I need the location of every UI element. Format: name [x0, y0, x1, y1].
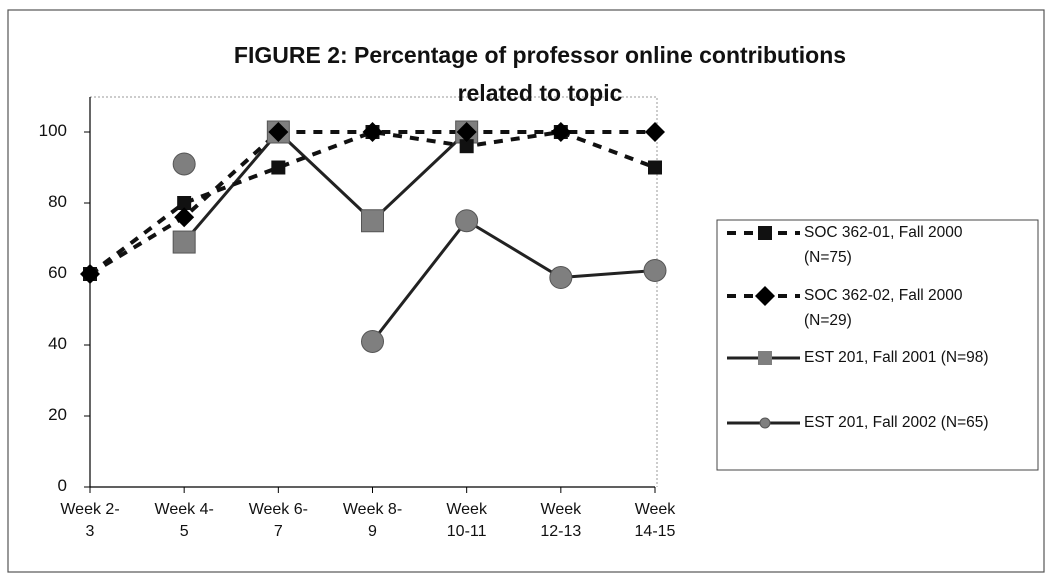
legend-marker: [755, 286, 775, 306]
legend-label: EST 201, Fall 2001 (N=98): [804, 349, 989, 366]
marker: [172, 230, 196, 254]
marker: [648, 160, 662, 175]
marker: [456, 122, 477, 142]
x-tick-label: Week 2- 3: [60, 501, 120, 540]
y-tick-label: 0: [57, 476, 67, 495]
legend-box: [716, 219, 1039, 471]
marker: [172, 152, 196, 176]
marker: [550, 122, 571, 142]
legend-marker: [758, 226, 772, 240]
marker: [459, 139, 474, 154]
marker: [177, 196, 192, 210]
marker: [174, 207, 195, 228]
series-line: [371, 219, 656, 343]
x-tick-label: Week 12-13: [540, 501, 582, 540]
x-tick-label: Week 8- 9: [342, 501, 403, 540]
x-tick-label: Week 4- 5: [154, 501, 214, 540]
chart-title: FIGURE 2: Percentage of professor online…: [233, 42, 847, 106]
marker: [643, 258, 667, 282]
legend-marker: [758, 351, 772, 365]
plot-border: [90, 96, 658, 487]
legend-label: EST 201, Fall 2002 (N=65): [804, 414, 989, 431]
legend-label: SOC 362-01, Fall 2000 (N=75): [804, 224, 963, 266]
marker: [361, 329, 384, 353]
y-tick-label: 100: [38, 121, 67, 140]
y-tick-label: 20: [48, 405, 67, 424]
y-tick-label: 40: [48, 334, 67, 353]
marker: [549, 266, 573, 290]
x-tick-label: Week 6- 7: [248, 501, 308, 540]
frame: [7, 9, 1045, 573]
marker: [268, 122, 289, 142]
x-tick-label: Week 14-15: [634, 501, 676, 540]
series-line: [183, 130, 468, 244]
marker: [362, 122, 383, 142]
marker: [455, 209, 479, 233]
marker: [645, 122, 665, 142]
marker: [80, 264, 100, 284]
legend-label: SOC 362-02, Fall 2000 (N=29): [804, 287, 963, 329]
marker: [271, 160, 286, 175]
marker: [361, 209, 384, 233]
x-tick-label: Week 10-11: [446, 501, 487, 540]
y-tick-label: 60: [48, 263, 67, 282]
y-tick-label: 80: [48, 192, 67, 211]
legend-marker: [759, 417, 771, 429]
